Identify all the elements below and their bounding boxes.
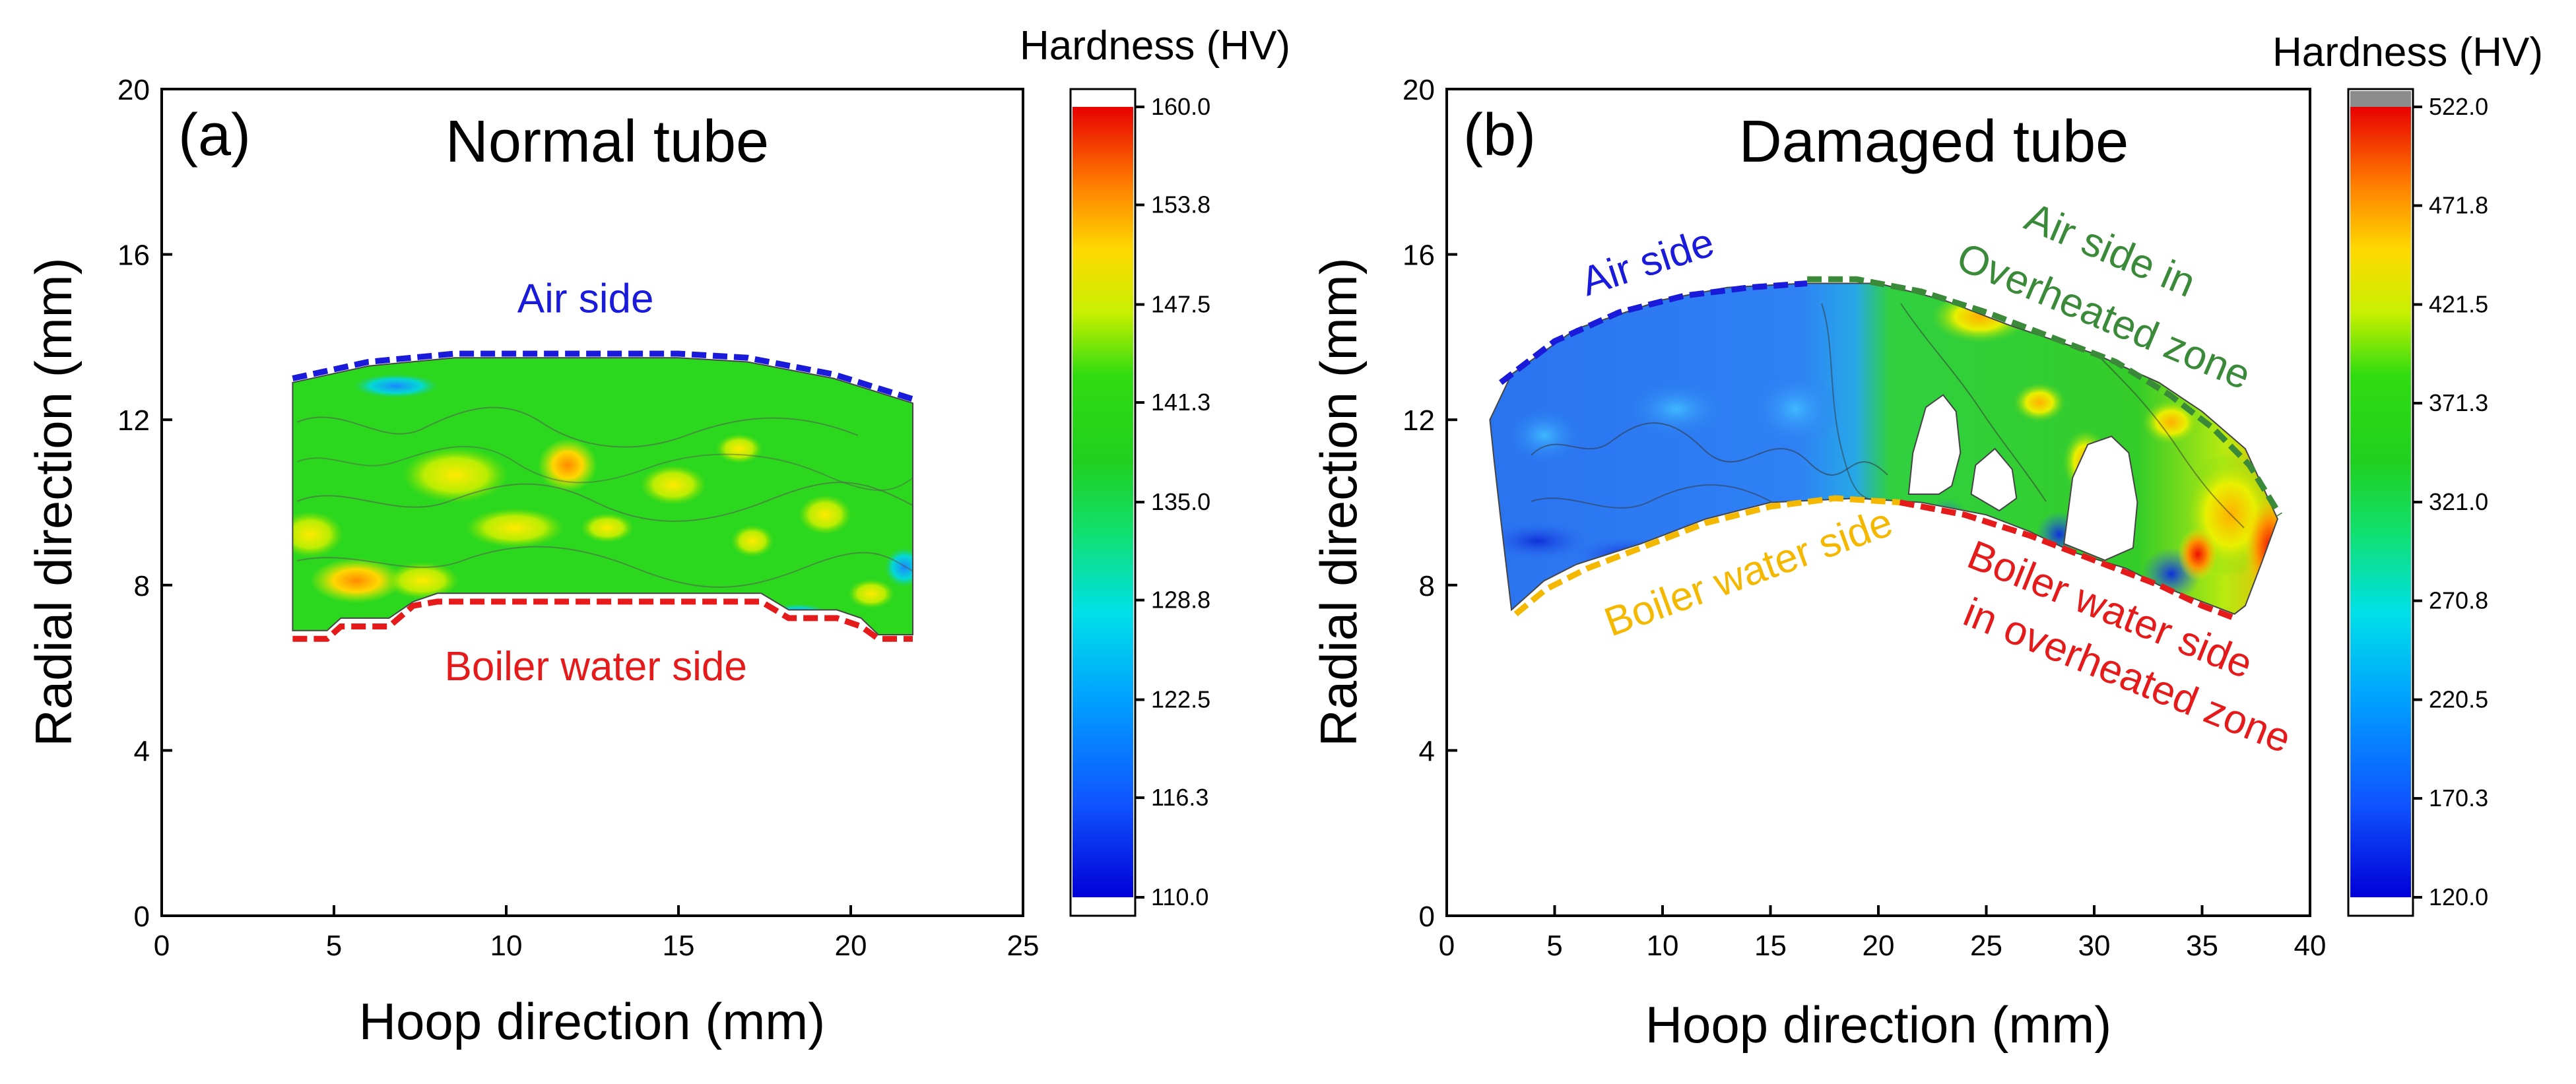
axis-ticks-a: 0 5 10 15 20 25 0 4 8 12 16 20	[117, 74, 1039, 962]
x-tick-label: 10	[1647, 930, 1679, 962]
air-side-curve	[292, 350, 914, 402]
air-side-curve-b	[1499, 280, 1808, 385]
colorbar-tick-label: 421.5	[2429, 291, 2488, 318]
boiler-water-side-curve-b	[1513, 495, 1900, 617]
panel-a: 0 5 10 15 20 25 0 4 8 12 16 20 (a) Normal tube Air …	[24, 23, 1290, 1050]
x-tick-label: 20	[1863, 930, 1895, 962]
colorbar-tick-label: 141.3	[1151, 389, 1210, 416]
boiler-water-side-overheated-curve	[1899, 499, 2236, 622]
y-tick-label: 0	[134, 901, 150, 933]
x-axis-title-a: Hoop direction (mm)	[359, 992, 826, 1050]
colorbar-b: Hardness (HV) 522.0 471.8 421.5 371.3 321.0 2…	[2272, 30, 2543, 917]
panel-b: 0 5 10 15 20 25 30 35 40 0 4 8 12 16 20 (b) Damaged tu…	[1309, 30, 2543, 1054]
y-tick-label: 8	[1419, 570, 1435, 602]
colorbar-tick-label: 522.0	[2429, 93, 2488, 120]
x-tick-label: 25	[1007, 930, 1040, 962]
boiler-water-side-curve	[292, 598, 913, 642]
colorbar-tick-label: 153.8	[1151, 191, 1210, 218]
panel-title-a: Normal tube	[446, 109, 769, 175]
y-tick-label: 12	[117, 404, 150, 437]
colorbar-tick-label: 135.0	[1151, 488, 1210, 515]
colorbar-tick-label: 110.0	[1151, 883, 1208, 910]
x-tick-label: 10	[490, 930, 523, 962]
y-axis-title-b: Radial direction (mm)	[1309, 257, 1368, 746]
x-tick-label: 15	[1754, 930, 1787, 962]
air-side-overheated-curve	[1807, 276, 2283, 517]
colorbar-tick-label: 160.0	[1151, 93, 1210, 120]
panel-title-b: Damaged tube	[1739, 109, 2129, 175]
y-tick-label: 16	[117, 239, 150, 272]
y-tick-label: 20	[1403, 74, 1435, 106]
colorbar-tick-label: 120.0	[2429, 883, 2488, 910]
x-tick-label: 35	[2186, 930, 2218, 962]
x-axis-title-b: Hoop direction (mm)	[1645, 996, 2112, 1054]
colorbar-over-b	[2350, 91, 2411, 107]
y-tick-label: 0	[1419, 901, 1435, 933]
x-tick-label: 20	[835, 930, 867, 962]
y-axis-title-a: Radial direction (mm)	[24, 257, 83, 746]
x-tick-label: 15	[663, 930, 695, 962]
x-tick-label: 5	[326, 930, 342, 962]
colorbar-tick-label: 270.8	[2429, 587, 2488, 614]
colorbar-a: Hardness (HV) 160.0 153.8 147.5 141.3 135.0 1…	[1020, 23, 1290, 917]
panel-label-b: (b)	[1463, 102, 1536, 168]
colorbar-gradient-a	[1073, 107, 1133, 897]
colorbar-tick-label: 128.8	[1151, 587, 1210, 614]
colorbar-tick-label: 220.5	[2429, 686, 2488, 713]
colorbar-tick-label: 116.3	[1151, 784, 1208, 811]
colorbar-tick-label: 170.3	[2429, 784, 2488, 812]
annotation-air-side-a: Air side	[517, 276, 654, 321]
x-tick-label: 5	[1546, 930, 1562, 962]
x-tick-label: 25	[1970, 930, 2002, 962]
colorbar-gradient-b	[2350, 107, 2411, 897]
heatmap-a	[292, 358, 913, 635]
x-tick-label: 40	[2294, 930, 2327, 962]
y-tick-label: 16	[1403, 239, 1435, 272]
panel-label-a: (a)	[178, 102, 251, 168]
colorbar-tick-label: 321.0	[2429, 488, 2488, 515]
colorbar-title-a: Hardness (HV)	[1020, 23, 1290, 69]
y-tick-label: 4	[1419, 735, 1435, 767]
colorbar-tick-label: 147.5	[1151, 291, 1210, 318]
colorbar-tick-label: 471.8	[2429, 192, 2488, 219]
colorbar-tick-label: 371.3	[2429, 389, 2488, 416]
x-tick-label: 0	[154, 930, 170, 962]
axis-ticks-b: 0 5 10 15 20 25 30 35 40 0 4 8 12 16 20	[1403, 74, 2326, 962]
annotation-boiler-water-side-a: Boiler water side	[445, 644, 747, 689]
colorbar-tick-label: 122.5	[1151, 686, 1210, 713]
colorbar-title-b: Hardness (HV)	[2272, 30, 2543, 75]
y-tick-label: 8	[134, 570, 150, 602]
y-tick-label: 4	[134, 735, 150, 767]
y-tick-label: 12	[1403, 404, 1435, 437]
x-tick-label: 0	[1439, 930, 1455, 962]
x-tick-label: 30	[2078, 930, 2111, 962]
y-tick-label: 20	[117, 74, 150, 106]
